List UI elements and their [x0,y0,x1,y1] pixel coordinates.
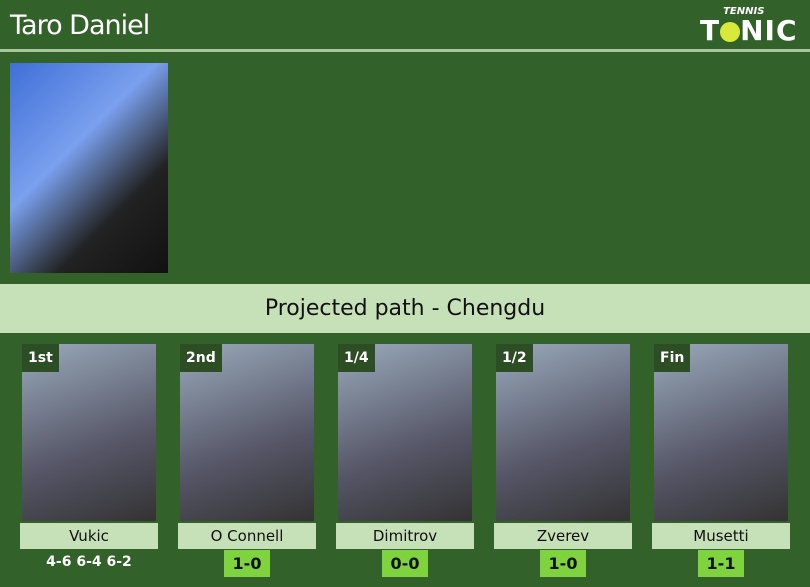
round-label: 1/2 [496,344,533,372]
round-label: Fin [654,344,691,372]
match-score: 4-6 6-4 6-2 [46,554,132,570]
tennis-ball-icon [720,22,741,42]
h2h-badge: 1-1 [698,550,744,577]
opponent-name: Vukic [20,523,158,549]
round-label: 1st [22,344,59,372]
opponent-card: Fin Musetti 1-1 [652,344,790,577]
opponent-name: Zverev [494,523,632,549]
opponent-photo [496,344,630,521]
player-photo [10,63,168,273]
opponent-photo [338,344,472,521]
opponent-card: 2nd O Connell 1-0 [178,344,316,577]
opponent-photo [180,344,314,521]
opponent-photo [654,344,788,521]
round-label: 1/4 [338,344,375,372]
tennis-tonic-logo: TENNIS T NIC [700,6,798,47]
h2h-badge: 1-0 [224,550,270,577]
projected-path-banner: Projected path - Chengdu [0,284,810,333]
opponent-card: 1/4 Dimitrov 0-0 [336,344,474,577]
round-label: 2nd [180,344,222,372]
h2h-badge: 0-0 [382,550,428,577]
opponent-name: Dimitrov [336,523,474,549]
opponent-photo [22,344,156,521]
opponent-name: Musetti [652,523,790,549]
opponent-card: 1st Vukic 4-6 6-4 6-2 [20,344,158,570]
opponent-name: O Connell [178,523,316,549]
opponent-card: 1/2 Zverev 1-0 [494,344,632,577]
h2h-badge: 1-0 [540,550,586,577]
header-divider [0,49,810,52]
player-name-title: Taro Daniel [10,10,150,41]
